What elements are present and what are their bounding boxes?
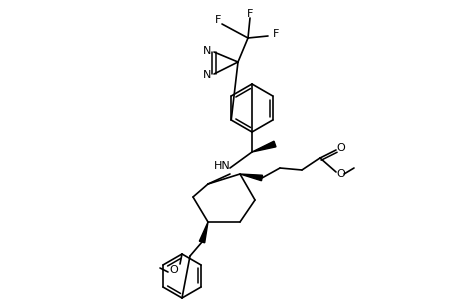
Polygon shape (240, 174, 262, 181)
Text: F: F (214, 15, 221, 25)
Polygon shape (199, 222, 207, 243)
Text: O: O (169, 265, 178, 275)
Text: F: F (272, 29, 279, 39)
Text: O: O (336, 169, 345, 179)
Text: O: O (336, 143, 345, 153)
Text: HN: HN (213, 161, 230, 171)
Polygon shape (252, 141, 275, 152)
Text: F: F (246, 9, 252, 19)
Text: N: N (202, 70, 211, 80)
Text: N: N (202, 46, 211, 56)
